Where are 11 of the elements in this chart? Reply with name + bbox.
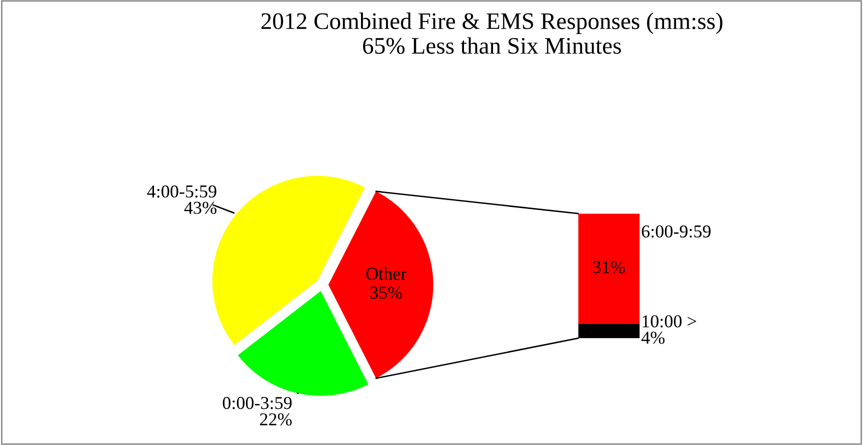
text: 2012 Combined Fire & EMS Responses (mm:ss) 65% Less than Six Minutes xyxy=(261,12,722,54)
slice-label: 4:00-5:59 xyxy=(147,185,216,198)
series-label: 6:00-9:59 xyxy=(642,225,711,238)
data-label: 22% xyxy=(260,413,292,426)
slice-label: Other xyxy=(366,267,406,280)
data-label: 43% xyxy=(184,202,216,214)
slice-label: 0:00-3:59 xyxy=(222,396,292,410)
series-label: 10:00 > xyxy=(642,315,696,328)
data-label: 4% xyxy=(641,332,665,344)
data-label: 35% xyxy=(370,286,402,299)
data-label: 31% xyxy=(593,261,625,274)
